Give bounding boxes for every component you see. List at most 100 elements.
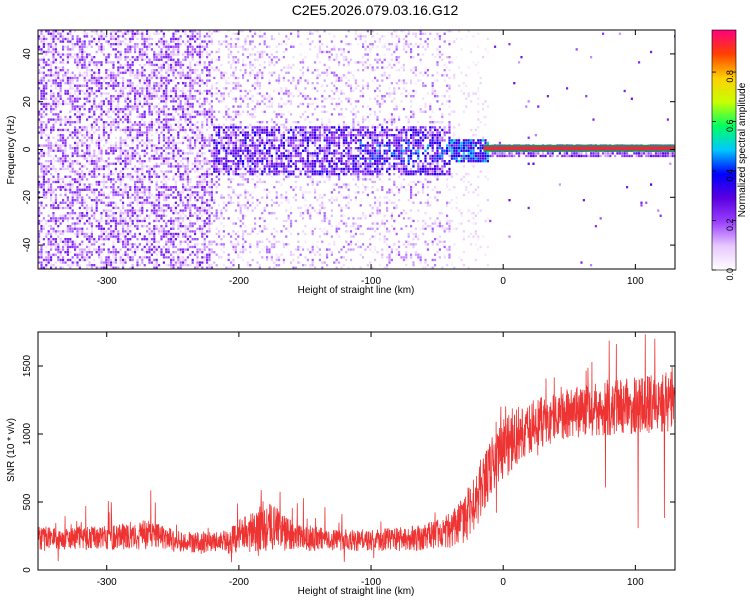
spectrogram-cell: [186, 157, 189, 160]
spectrogram-cell: [278, 79, 281, 82]
spectrogram-cell: [52, 79, 55, 82]
spectrogram-cell: [249, 243, 252, 246]
spectrogram-cell: [174, 43, 177, 46]
spectrogram-cell: [90, 243, 93, 246]
spectrogram-cell: [297, 149, 300, 152]
spectrogram-cell: [71, 165, 74, 168]
spectrogram-cell: [206, 173, 209, 176]
spectrogram-cell: [275, 160, 278, 163]
spectrogram-cell: [213, 76, 216, 80]
spectrogram-cell: [38, 144, 41, 147]
spectrogram-cell: [234, 141, 237, 145]
spectrogram-cell: [52, 175, 55, 178]
spectrogram-cell: [93, 212, 96, 215]
spectrogram-cell: [86, 253, 89, 256]
spectrogram-cell: [191, 128, 194, 132]
spectrogram-cell: [50, 69, 53, 72]
spectrogram-cell: [42, 178, 45, 181]
spectrogram-cell: [131, 157, 134, 160]
spectrogram-cell: [153, 170, 156, 173]
spectrogram-cell: [251, 201, 254, 204]
spectrogram-cell: [112, 66, 115, 69]
spectrogram-cell: [184, 178, 187, 181]
spectrogram-cell: [98, 199, 101, 202]
spectrogram-cell: [129, 71, 132, 74]
spectrogram-cell: [153, 209, 156, 212]
spectrogram-cell: [172, 219, 175, 223]
spectrogram-cell: [162, 66, 165, 69]
spectrogram-cell: [66, 118, 69, 121]
spectrogram-cell: [74, 84, 77, 87]
spectrogram-cell: [131, 141, 134, 145]
spectrogram-cell: [141, 58, 144, 61]
spectrogram-cell: [268, 154, 271, 158]
spectrogram-cell: [189, 63, 192, 67]
spectrogram-cell: [102, 178, 105, 181]
spectrogram-cell: [59, 160, 62, 163]
spectrogram-cell: [306, 105, 309, 108]
spectrogram-cell: [45, 43, 48, 46]
spectrogram-cell: [287, 165, 290, 168]
spectrogram-cell: [208, 209, 211, 212]
spectrogram-cell: [117, 251, 120, 254]
spectrogram-cell: [146, 248, 149, 251]
spectrogram-cell: [45, 30, 48, 33]
spectrogram-cell: [64, 217, 67, 220]
spectrogram-cell: [189, 30, 192, 33]
spectrogram-cell: [64, 188, 67, 191]
spectrogram-cell: [124, 243, 127, 246]
spectrogram-cell: [64, 115, 67, 119]
spectrogram-cell: [114, 84, 117, 87]
spectrogram-cell: [201, 243, 204, 246]
spectrogram-cell: [227, 126, 230, 129]
spectrogram-cell: [143, 238, 146, 241]
spectrogram-cell: [201, 183, 204, 186]
spectrogram-cell: [38, 209, 41, 212]
spectrogram-cell: [254, 217, 257, 220]
spectrogram-cell: [38, 126, 41, 129]
spectrogram-cell: [201, 201, 204, 204]
spectrogram-cell: [150, 48, 153, 51]
spectrogram-cell: [105, 61, 108, 64]
spectrogram-cell: [280, 157, 283, 160]
spectrogram-cell: [64, 167, 67, 171]
spectrogram-cell: [230, 63, 233, 67]
spectrogram-cell: [263, 128, 266, 132]
spectrogram-cell: [237, 113, 240, 116]
spectrogram-cell: [263, 32, 266, 35]
spectrogram-cell: [150, 110, 153, 113]
spectrogram-cell: [263, 102, 266, 106]
spectrogram-cell: [54, 71, 57, 74]
spectrogram-cell: [78, 227, 81, 230]
spectrogram-cell: [237, 204, 240, 207]
spectrogram-cell: [40, 152, 43, 155]
spectrogram-cell: [191, 131, 194, 134]
spectrogram-cell: [201, 266, 204, 269]
spectrogram-cell: [62, 154, 65, 158]
spectrogram-cell: [100, 238, 103, 241]
spectrogram-cell: [198, 63, 201, 67]
spectrogram-cell: [47, 58, 50, 61]
spectrogram-cell: [102, 193, 105, 197]
spectrogram-cell: [136, 152, 139, 155]
spectrogram-cell: [47, 102, 50, 106]
spectrogram-cell: [242, 76, 245, 80]
spectrogram-cell: [258, 240, 261, 243]
spectrogram-cell: [131, 201, 134, 204]
spectrogram-cell: [287, 66, 290, 69]
spectrogram-cell: [258, 141, 261, 145]
spectrogram-cell: [155, 253, 158, 256]
spectrogram-cell: [126, 56, 129, 59]
spectrogram-cell: [119, 87, 122, 90]
spectrogram-cell: [266, 251, 269, 254]
spectrogram-cell: [134, 225, 137, 228]
spectrogram-cell: [165, 147, 168, 150]
spectrogram-cell: [177, 87, 180, 90]
spectrogram-cell: [119, 110, 122, 113]
spectrogram-cell: [206, 256, 209, 259]
spectrogram-cell: [230, 167, 233, 171]
spectrogram-cell: [184, 82, 187, 85]
spectrogram-cell: [189, 121, 192, 124]
spectrogram-cell: [210, 240, 213, 243]
spectrogram-cell: [74, 43, 77, 46]
